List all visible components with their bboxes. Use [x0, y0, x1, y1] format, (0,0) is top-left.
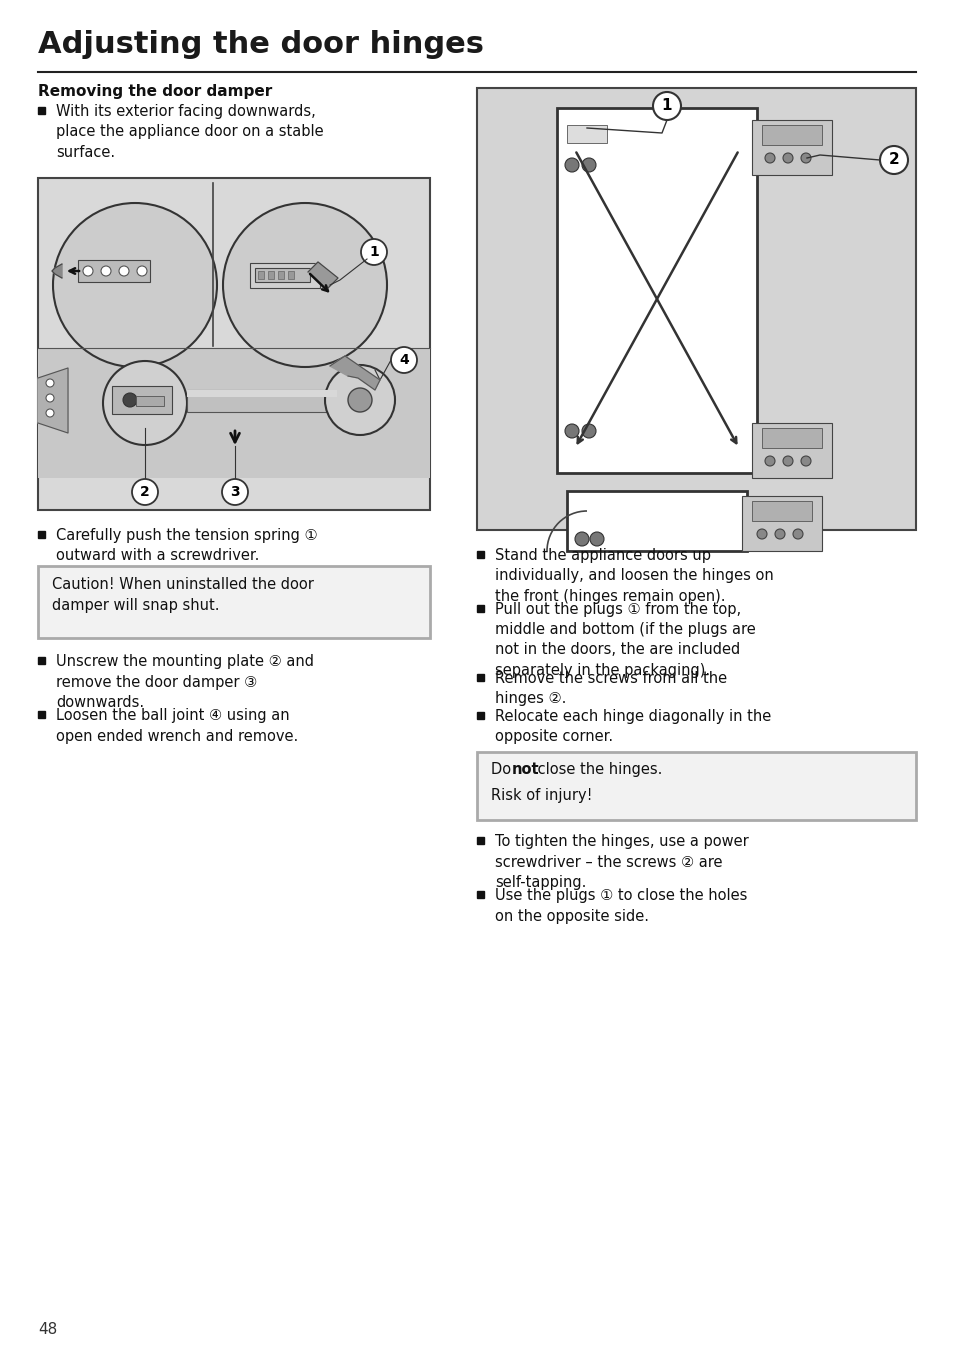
Bar	[741, 496, 821, 552]
Bar	[78, 260, 150, 283]
Text: Unscrew the mounting plate ② and
remove the door damper ③
downwards.: Unscrew the mounting plate ② and remove …	[56, 654, 314, 710]
Circle shape	[223, 203, 387, 366]
Text: Removing the door damper: Removing the door damper	[38, 84, 272, 99]
Circle shape	[46, 410, 54, 416]
Text: Relocate each hinge diagonally in the
opposite corner.: Relocate each hinge diagonally in the op…	[495, 708, 770, 745]
Bar	[38, 531, 45, 538]
Circle shape	[348, 388, 372, 412]
Circle shape	[801, 456, 810, 466]
Text: 3: 3	[230, 485, 239, 499]
Circle shape	[575, 531, 588, 546]
Circle shape	[581, 158, 596, 172]
Text: Loosen the ball joint ④ using an
open ended wrench and remove.: Loosen the ball joint ④ using an open en…	[56, 708, 298, 744]
Text: close the hinges.: close the hinges.	[533, 763, 661, 777]
Bar	[136, 396, 164, 406]
Circle shape	[564, 158, 578, 172]
Circle shape	[782, 153, 792, 164]
Bar	[476, 552, 483, 558]
Bar	[187, 389, 336, 397]
Text: Remove the screws from all the
hinges ②.: Remove the screws from all the hinges ②.	[495, 671, 726, 706]
Bar	[761, 429, 821, 448]
Circle shape	[123, 393, 137, 407]
Bar	[476, 891, 483, 898]
Circle shape	[103, 361, 187, 445]
Bar	[476, 88, 915, 530]
Circle shape	[792, 529, 802, 539]
Bar	[187, 389, 336, 412]
Circle shape	[101, 266, 111, 276]
Bar	[288, 270, 294, 279]
Text: 2: 2	[140, 485, 150, 499]
Circle shape	[782, 456, 792, 466]
Circle shape	[879, 146, 907, 174]
Circle shape	[764, 153, 774, 164]
Bar	[751, 120, 831, 174]
Circle shape	[764, 456, 774, 466]
Circle shape	[652, 92, 680, 120]
Text: 48: 48	[38, 1322, 57, 1337]
FancyBboxPatch shape	[476, 753, 915, 821]
Circle shape	[360, 239, 387, 265]
Text: Carefully push the tension spring ①
outward with a screwdriver.: Carefully push the tension spring ① outw…	[56, 529, 317, 564]
Text: Do: Do	[491, 763, 516, 777]
Text: To tighten the hinges, use a power
screwdriver – the screws ② are
self-tapping.: To tighten the hinges, use a power screw…	[495, 834, 748, 890]
Circle shape	[757, 529, 766, 539]
Circle shape	[132, 479, 158, 506]
Circle shape	[119, 266, 129, 276]
Circle shape	[53, 203, 216, 366]
Bar	[38, 107, 45, 114]
Circle shape	[46, 393, 54, 402]
Circle shape	[325, 365, 395, 435]
Bar	[38, 657, 45, 664]
Bar	[751, 423, 831, 479]
Text: 2: 2	[887, 153, 899, 168]
Polygon shape	[308, 262, 337, 288]
Circle shape	[581, 425, 596, 438]
Polygon shape	[38, 368, 68, 433]
Polygon shape	[330, 356, 379, 389]
Text: Stand the appliance doors up
individually, and loosen the hinges on
the front (h: Stand the appliance doors up individuall…	[495, 548, 773, 604]
Circle shape	[137, 266, 147, 276]
Bar	[112, 387, 172, 414]
Bar	[268, 270, 274, 279]
Bar	[254, 268, 310, 283]
Bar	[566, 491, 746, 552]
Bar	[38, 711, 45, 718]
Bar	[277, 270, 284, 279]
Bar	[566, 124, 606, 143]
Polygon shape	[52, 264, 62, 279]
Circle shape	[564, 425, 578, 438]
Bar	[476, 713, 483, 719]
Text: Caution! When uninstalled the door
damper will snap shut.: Caution! When uninstalled the door dampe…	[52, 577, 314, 614]
Bar	[38, 178, 430, 510]
Text: Pull out the plugs ① from the top,
middle and bottom (if the plugs are
not in th: Pull out the plugs ① from the top, middl…	[495, 602, 755, 677]
Bar	[751, 502, 811, 521]
Text: 1: 1	[661, 99, 672, 114]
Bar	[476, 673, 483, 680]
Circle shape	[589, 531, 603, 546]
Circle shape	[391, 347, 416, 373]
Text: 4: 4	[398, 353, 409, 366]
Bar	[257, 270, 264, 279]
Text: 1: 1	[369, 245, 378, 260]
Text: With its exterior facing downwards,
place the appliance door on a stable
surface: With its exterior facing downwards, plac…	[56, 104, 323, 160]
Circle shape	[801, 153, 810, 164]
Bar	[557, 108, 757, 473]
Circle shape	[774, 529, 784, 539]
Bar	[476, 604, 483, 611]
Circle shape	[222, 479, 248, 506]
FancyBboxPatch shape	[38, 566, 430, 638]
Text: not: not	[511, 763, 538, 777]
Bar	[761, 124, 821, 145]
Circle shape	[83, 266, 92, 276]
Bar	[476, 837, 483, 845]
Bar	[38, 347, 430, 479]
Circle shape	[46, 379, 54, 387]
Text: Risk of injury!: Risk of injury!	[491, 788, 592, 803]
Text: Use the plugs ① to close the holes
on the opposite side.: Use the plugs ① to close the holes on th…	[495, 888, 746, 923]
Text: Adjusting the door hinges: Adjusting the door hinges	[38, 30, 483, 59]
Bar	[250, 264, 319, 288]
